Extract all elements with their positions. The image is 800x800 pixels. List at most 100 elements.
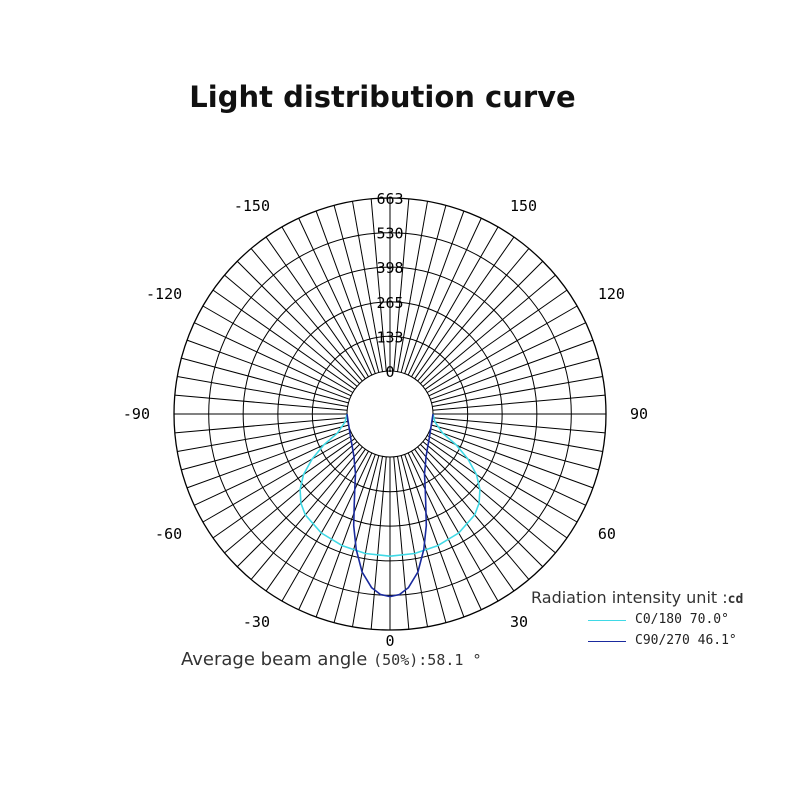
spoke [333,205,380,373]
spoke [181,424,349,471]
spoke [236,260,360,384]
radial-tick-label: 0 [385,363,394,381]
angle-label: -120 [146,285,182,303]
spoke [404,454,465,618]
spoke [194,322,352,397]
curve-series-1 [346,413,434,598]
legend-label-c0-180: C0/180 70.0° [635,612,729,627]
spoke [186,339,350,400]
spoke [202,435,354,523]
spoke [422,274,556,387]
angle-label: -30 [243,613,270,631]
spoke [265,448,366,592]
grid-ring [277,301,503,527]
spoke [411,450,499,602]
radial-tick-label: 398 [376,259,403,277]
spoke [393,198,410,372]
radial-tick-label: 530 [376,225,403,243]
polar-grid [173,197,607,631]
spoke [224,274,358,387]
angle-label: -150 [234,197,270,215]
spoke [404,210,465,374]
unit-label: Radiation intensity unit :cd [531,588,743,607]
grid-ring [311,335,469,493]
spoke [174,417,348,434]
spoke [177,420,348,453]
spoke [400,205,447,373]
spoke [250,446,363,580]
spoke [315,454,376,618]
spoke [411,226,499,378]
spoke [424,289,568,390]
spoke [224,441,358,554]
angle-label: -60 [155,525,182,543]
spoke [417,248,530,382]
spoke [194,431,352,506]
angle-label: 120 [598,285,625,303]
spoke [396,201,429,372]
grid-ring [242,266,538,562]
spoke [422,441,556,554]
spoke [186,428,350,489]
angle-label: 60 [598,525,616,543]
spoke [298,218,373,376]
spoke [174,394,348,411]
legend-swatch-c0-180 [588,620,626,621]
outer-ring [173,197,607,631]
spoke [430,339,594,400]
spoke [432,420,603,453]
spoke [431,424,599,471]
unit-value: cd [727,592,744,607]
spoke [177,375,348,408]
spoke [420,444,544,568]
spoke [432,417,606,434]
angle-label: -90 [123,405,150,423]
spoke [430,428,594,489]
spoke [370,456,387,630]
spoke [298,452,373,610]
spoke [202,305,354,393]
curves [299,413,481,598]
spoke [400,455,447,623]
angle-label: 150 [510,197,537,215]
radial-tick-label: 663 [376,190,403,208]
spoke [393,456,410,630]
spoke [396,456,429,627]
beam-angle-value: :58.1 ° [418,651,482,669]
beam-angle-percent: (50%) [373,651,419,669]
spoke [281,450,369,602]
spoke [351,201,384,372]
spoke [181,357,349,404]
inner-ring [346,370,434,458]
spoke [414,448,515,592]
radial-tick-label: 265 [376,294,403,312]
spoke [236,444,360,568]
radial-tick-label: 133 [376,328,403,346]
chart-title: Light distribution curve [189,80,576,114]
spoke [351,456,384,627]
spoke [212,438,356,539]
spoke [426,435,578,523]
labels: 0 133 265 398 530 663 0 30 60 90 120 150 -150 -120 -90… [123,190,648,650]
spoke [212,289,356,390]
spoke [432,394,606,411]
spoke [431,357,599,404]
angle-label: 0 [385,632,394,650]
spoke [428,431,586,506]
spoke [370,198,387,372]
spoke [407,452,482,610]
spoke [250,248,363,382]
curve-series-0 [299,413,481,558]
spoke [432,375,603,408]
spoke [417,446,530,580]
spoke [333,455,380,623]
spoke [315,210,376,374]
angle-label: 90 [630,405,648,423]
spoke [265,236,366,380]
spoke [424,438,568,539]
spoke [426,305,578,393]
beam-angle-label: Average beam angle [181,649,368,670]
unit-label-text: Radiation intensity unit : [531,588,728,607]
legend-label-c90-270: C90/270 46.1° [635,633,737,648]
